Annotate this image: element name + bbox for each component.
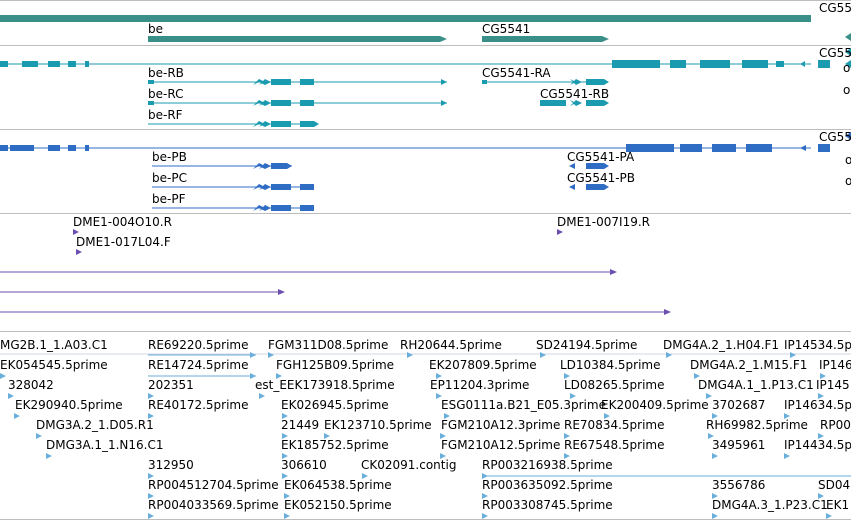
- est-label[interactable]: RE14724.5prime: [148, 358, 249, 372]
- est-label[interactable]: 3556786: [712, 478, 766, 492]
- clone-label-017l04: DME1-017L04.F: [76, 235, 171, 249]
- est-label[interactable]: EK290940.5prime: [15, 398, 123, 412]
- est-label[interactable]: RP004512704.5prime: [148, 478, 279, 492]
- est-label[interactable]: IP14534.5prime: [784, 338, 851, 352]
- est-label[interactable]: IP146: [819, 358, 851, 372]
- est-label[interactable]: FGM210A12.5prime: [441, 438, 561, 452]
- est-label[interactable]: DMG4A.2_1.H04.F1: [663, 338, 780, 352]
- clone-label-004o10: DME1-004O10.R: [73, 215, 172, 229]
- est-label[interactable]: RE69220.5prime: [148, 338, 249, 352]
- transcript-label-cg5541-ra: CG5541-RA: [482, 66, 551, 80]
- est-label[interactable]: 306610: [281, 458, 327, 472]
- est-label[interactable]: EK207809.5prime: [429, 358, 537, 372]
- clone-track: [0, 229, 671, 315]
- est-label[interactable]: FGM210A12.3prime: [441, 418, 561, 432]
- est-label[interactable]: 202351: [148, 378, 194, 392]
- est-label[interactable]: MG2B.1_1.A03.C1: [0, 338, 108, 352]
- est-label[interactable]: EP11204.3prime: [430, 378, 530, 392]
- est-label[interactable]: 21449: [281, 418, 320, 432]
- est-label[interactable]: EK054545.5prime: [0, 358, 108, 372]
- transcript-fragment-a-2: o: [843, 83, 850, 97]
- transcript-label-cg55-b: CG55: [819, 130, 851, 144]
- gene-cg55-bar[interactable]: [0, 15, 811, 22]
- gene-label-cg55: CG55: [819, 1, 851, 15]
- est-label[interactable]: EK064538.5prime: [284, 478, 392, 492]
- est-label[interactable]: RP003635092.5prime: [482, 478, 613, 492]
- est-label[interactable]: EK200409.5prime: [601, 398, 709, 412]
- est-label[interactable]: DMG4A.2_1.M15.F1: [690, 358, 808, 372]
- transcript-track-a: [0, 48, 851, 127]
- est-label[interactable]: EK185752.5prime: [281, 438, 389, 452]
- est-label[interactable]: IP145: [816, 378, 850, 392]
- transcript-label-cg5541-rb: CG5541-RB: [540, 87, 609, 101]
- est-label[interactable]: IP14434.5prime: [784, 438, 851, 452]
- transcript-label-be-pf: be-PF: [152, 192, 186, 206]
- est-label[interactable]: FGM311D08.5prime: [268, 338, 389, 352]
- est-label[interactable]: DMG3A.1_1.N16.C1: [46, 438, 164, 452]
- transcript-label-cg55-a: CG55: [819, 46, 851, 60]
- est-label[interactable]: RP003308745.5prime: [482, 498, 613, 512]
- transcript-label-be-pb: be-PB: [152, 150, 187, 164]
- est-label[interactable]: EK1: [826, 498, 850, 512]
- est-label[interactable]: 312950: [148, 458, 194, 472]
- transcript-label-cg5541-pa: CG5541-PA: [567, 150, 635, 164]
- est-label[interactable]: SD04: [818, 478, 851, 492]
- est-label[interactable]: RE40172.5prime: [148, 398, 249, 412]
- clone-label-007i19: DME1-007I19.R: [557, 215, 650, 229]
- est-label[interactable]: RP003216938.5prime: [482, 458, 613, 472]
- est-label[interactable]: LD10384.5prime: [560, 358, 661, 372]
- transcript-label-be-pc: be-PC: [152, 171, 187, 185]
- est-label[interactable]: FGH125B09.5prime: [276, 358, 395, 372]
- est-track: [0, 352, 851, 519]
- gene-track: [0, 15, 851, 42]
- est-label[interactable]: EK026945.5prime: [281, 398, 389, 412]
- est-label[interactable]: IP14634.5prime: [784, 398, 851, 412]
- est-label[interactable]: RH69982.5prime: [706, 418, 808, 432]
- transcript-track-b: [0, 132, 851, 211]
- gene-label-be: be: [148, 22, 163, 36]
- est-label[interactable]: RE70834.5prime: [564, 418, 665, 432]
- est-label[interactable]: RP004033569.5prime: [148, 498, 279, 512]
- est-label[interactable]: RH20644.5prime: [400, 338, 502, 352]
- transcript-fragment-a-1: o: [843, 61, 850, 75]
- est-label[interactable]: LD08265.5prime: [564, 378, 665, 392]
- gene-label-cg5541: CG5541: [482, 22, 530, 36]
- gene-cg5541-bar[interactable]: [482, 36, 602, 42]
- transcript-label-be-rb: be-RB: [148, 66, 184, 80]
- est-label[interactable]: SD24194.5prime: [536, 338, 638, 352]
- transcript-label-cg5541-pb: CG5541-PB: [567, 171, 635, 185]
- est-label[interactable]: RE67548.5prime: [564, 438, 665, 452]
- transcript-label-be-rf: be-RF: [148, 108, 183, 122]
- transcript-fragment-b-1: o: [845, 153, 851, 167]
- est-label[interactable]: EK052150.5prime: [284, 498, 392, 512]
- est-label[interactable]: 328042: [8, 378, 54, 392]
- est-label[interactable]: EK123710.5prime: [324, 418, 432, 432]
- est-label[interactable]: CK02091.contig: [361, 458, 457, 472]
- est-label[interactable]: DMG4A.1_1.P13.C1: [698, 378, 814, 392]
- gene-be-bar[interactable]: [148, 36, 440, 42]
- est-label[interactable]: ESG0111a.B21_E05.3prime: [441, 398, 606, 412]
- est-label[interactable]: 3495961: [712, 438, 766, 452]
- est-label[interactable]: est_EEK173918.5prime: [255, 378, 395, 392]
- est-label[interactable]: 3702687: [712, 398, 766, 412]
- transcript-fragment-b-2: o: [845, 174, 851, 188]
- transcript-label-be-rc: be-RC: [148, 87, 183, 101]
- est-label[interactable]: DMG3A.2_1.D05.R1: [36, 418, 154, 432]
- est-label[interactable]: RP00: [820, 418, 851, 432]
- est-label[interactable]: DMG4A.3_1.P23.C1: [712, 498, 828, 512]
